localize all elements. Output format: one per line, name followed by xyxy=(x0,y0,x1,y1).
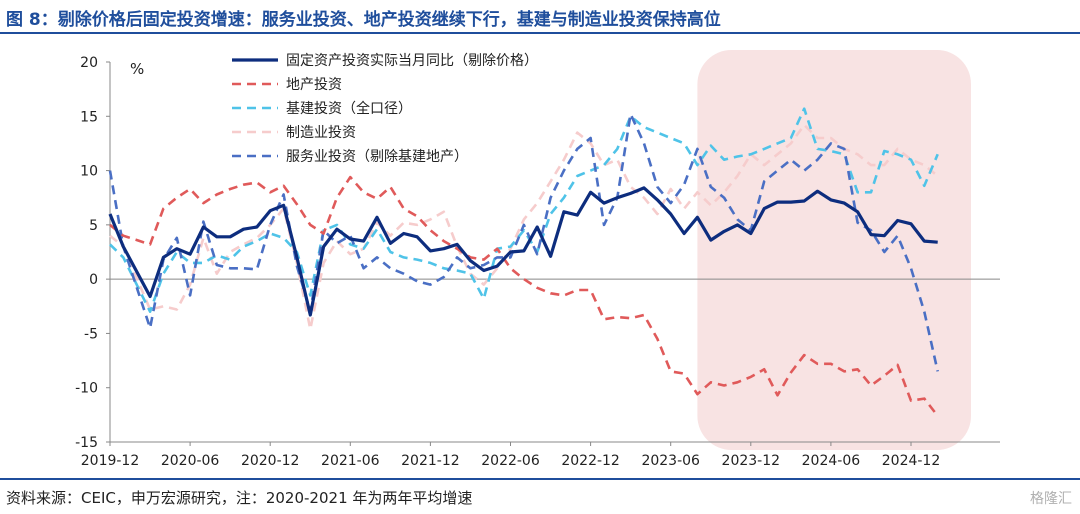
footer-bar: 资料来源：CEIC，申万宏源研究，注：2020-2021 年为两年平均增速 格隆… xyxy=(0,478,1080,514)
line-chart: -15 -10 -5 0 5 10 15 20 % 2019-12 2020-06 2020-12 20… xyxy=(75,50,1000,469)
highlight-region xyxy=(697,50,971,450)
x-tick-label: 2022-12 xyxy=(561,453,620,469)
title-bar: 图 8：剔除价格后固定投资增速：服务业投资、地产投资继续下行，基建与制造业投资保… xyxy=(0,0,1080,34)
watermark: 格隆汇 xyxy=(1030,491,1072,507)
x-tick-label: 2024-06 xyxy=(802,453,861,469)
x-tick-label: 2020-06 xyxy=(161,453,220,469)
y-tick-label: 15 xyxy=(80,109,98,125)
y-unit-label: % xyxy=(130,60,144,78)
series-line-3 xyxy=(109,123,939,331)
chart-title: 图 8：剔除价格后固定投资增速：服务业投资、地产投资继续下行，基建与制造业投资保… xyxy=(6,10,721,30)
y-tick-label: -15 xyxy=(75,435,98,451)
legend-label-0: 固定资产投资实际当月同比（剔除价格） xyxy=(286,53,538,69)
x-tick-label: 2020-12 xyxy=(241,453,300,469)
x-tick-label: 2022-06 xyxy=(481,453,540,469)
y-tick-label: -5 xyxy=(84,326,98,342)
y-tick-label: 20 xyxy=(80,55,98,71)
y-tick-label: 10 xyxy=(80,164,98,180)
legend-label-1: 地产投资 xyxy=(286,77,342,93)
x-tick-label: 2024-12 xyxy=(882,453,941,469)
y-tick-label: 5 xyxy=(89,218,98,234)
x-tick-label: 2023-06 xyxy=(641,453,700,469)
y-tick-label: -10 xyxy=(75,381,98,397)
series-line-0 xyxy=(108,186,938,317)
y-tick-label: 0 xyxy=(89,272,98,288)
x-tick-label: 2023-12 xyxy=(722,453,781,469)
source-note: 资料来源：CEIC，申万宏源研究，注：2020-2021 年为两年平均增速 xyxy=(6,489,473,507)
x-tick-label: 2019-12 xyxy=(81,453,140,469)
x-tick-label: 2021-12 xyxy=(401,453,460,469)
chart-area: -15 -10 -5 0 5 10 15 20% 2019-12 2020-06 2020-12 20… xyxy=(0,36,1080,476)
legend-label-2: 基建投资（全口径） xyxy=(286,100,412,117)
x-tick-label: 2021-06 xyxy=(321,453,380,469)
legend-label-4: 服务业投资（剔除基建地产） xyxy=(286,148,468,165)
legend-label-3: 制造业投资 xyxy=(286,125,356,141)
series-line-1 xyxy=(109,175,939,417)
